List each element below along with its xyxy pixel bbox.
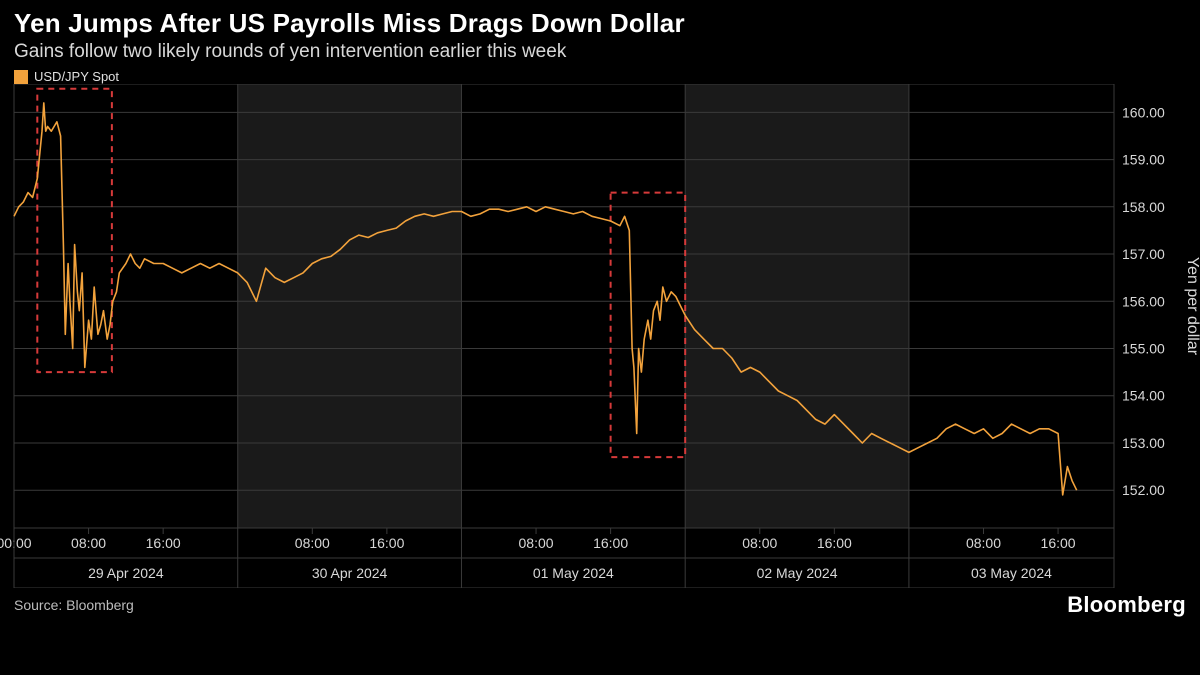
svg-text:154.00: 154.00 (1122, 388, 1165, 404)
svg-text:01 May 2024: 01 May 2024 (533, 565, 614, 581)
svg-text:00:00: 00:00 (0, 535, 32, 551)
svg-text:Yen per dollar: Yen per dollar (1184, 257, 1200, 356)
svg-text:155.00: 155.00 (1122, 341, 1165, 357)
svg-text:16:00: 16:00 (369, 535, 404, 551)
chart-area: 152.00 153.00 154.00 155.00 156.00 157.00 158.… (0, 84, 1200, 588)
chart-title: Yen Jumps After US Payrolls Miss Drags D… (14, 8, 1186, 39)
brand-logo: Bloomberg (1067, 592, 1186, 618)
svg-text:153.00: 153.00 (1122, 435, 1165, 451)
chart-header: Yen Jumps After US Payrolls Miss Drags D… (0, 0, 1200, 65)
chart-subtitle: Gains follow two likely rounds of yen in… (14, 41, 1186, 63)
svg-text:08:00: 08:00 (742, 535, 777, 551)
svg-text:29 Apr 2024: 29 Apr 2024 (88, 565, 164, 581)
legend-label: USD/JPY Spot (34, 69, 119, 84)
svg-text:30 Apr 2024: 30 Apr 2024 (312, 565, 388, 581)
svg-text:159.00: 159.00 (1122, 152, 1165, 168)
chart-footer: Source: Bloomberg Bloomberg (0, 588, 1200, 618)
svg-text:16:00: 16:00 (146, 535, 181, 551)
svg-text:08:00: 08:00 (966, 535, 1001, 551)
svg-text:08:00: 08:00 (71, 535, 106, 551)
legend-swatch (14, 70, 28, 84)
chart-svg: 152.00 153.00 154.00 155.00 156.00 157.00 158.… (0, 84, 1200, 588)
svg-text:157.00: 157.00 (1122, 246, 1165, 262)
svg-text:02 May 2024: 02 May 2024 (757, 565, 838, 581)
source-text: Source: Bloomberg (14, 597, 134, 613)
svg-text:158.00: 158.00 (1122, 199, 1165, 215)
svg-text:16:00: 16:00 (817, 535, 852, 551)
svg-text:16:00: 16:00 (1041, 535, 1076, 551)
svg-text:160.00: 160.00 (1122, 104, 1165, 120)
svg-text:03 May 2024: 03 May 2024 (971, 565, 1052, 581)
svg-text:08:00: 08:00 (519, 535, 554, 551)
svg-text:16:00: 16:00 (593, 535, 628, 551)
legend: USD/JPY Spot (0, 65, 1200, 84)
svg-text:08:00: 08:00 (295, 535, 330, 551)
svg-text:152.00: 152.00 (1122, 482, 1165, 498)
svg-text:156.00: 156.00 (1122, 293, 1165, 309)
